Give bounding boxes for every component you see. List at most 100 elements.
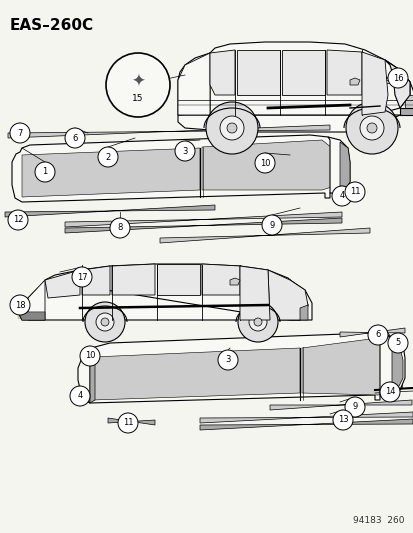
Circle shape (345, 102, 397, 154)
Polygon shape (5, 205, 214, 217)
Circle shape (118, 413, 138, 433)
Circle shape (219, 116, 243, 140)
Polygon shape (209, 50, 235, 95)
Polygon shape (361, 52, 387, 115)
Circle shape (106, 53, 170, 117)
Polygon shape (22, 148, 199, 197)
Polygon shape (202, 140, 337, 190)
Circle shape (206, 102, 257, 154)
Text: 11: 11 (349, 188, 359, 197)
Circle shape (65, 128, 85, 148)
Polygon shape (299, 305, 307, 320)
Polygon shape (391, 340, 402, 393)
Text: 11: 11 (122, 418, 133, 427)
Polygon shape (281, 50, 324, 95)
Circle shape (8, 210, 28, 230)
Text: 9: 9 (351, 402, 357, 411)
Text: 14: 14 (384, 387, 394, 397)
Text: 13: 13 (337, 416, 347, 424)
Text: 16: 16 (392, 74, 402, 83)
Polygon shape (240, 266, 269, 320)
Circle shape (175, 141, 195, 161)
Polygon shape (90, 350, 95, 403)
Polygon shape (12, 135, 344, 202)
Circle shape (70, 386, 90, 406)
Polygon shape (28, 280, 45, 320)
Circle shape (218, 350, 237, 370)
Polygon shape (45, 270, 80, 298)
Text: 9: 9 (269, 221, 274, 230)
Circle shape (248, 313, 266, 331)
Polygon shape (18, 268, 311, 320)
Polygon shape (404, 95, 413, 115)
Circle shape (254, 318, 261, 326)
Text: ✦: ✦ (131, 73, 145, 91)
Polygon shape (112, 264, 154, 295)
Circle shape (367, 325, 387, 345)
Circle shape (359, 116, 383, 140)
Polygon shape (80, 333, 402, 403)
Text: EAS–260C: EAS–260C (10, 18, 94, 33)
Polygon shape (159, 228, 369, 243)
Polygon shape (18, 312, 45, 320)
Circle shape (344, 397, 364, 417)
Circle shape (226, 123, 236, 133)
Polygon shape (65, 218, 341, 233)
Circle shape (379, 382, 399, 402)
Circle shape (366, 123, 376, 133)
Circle shape (10, 123, 30, 143)
Polygon shape (230, 278, 240, 285)
Text: 17: 17 (76, 272, 87, 281)
Text: 15: 15 (132, 93, 143, 102)
Text: 1: 1 (42, 167, 47, 176)
Polygon shape (236, 50, 279, 95)
Polygon shape (384, 60, 409, 108)
Text: 4: 4 (77, 392, 83, 400)
Text: 3: 3 (225, 356, 230, 365)
Circle shape (72, 267, 92, 287)
Polygon shape (108, 418, 154, 425)
Circle shape (85, 302, 125, 342)
Circle shape (387, 68, 407, 88)
Circle shape (261, 215, 281, 235)
Circle shape (10, 295, 30, 315)
Polygon shape (93, 348, 299, 400)
Circle shape (237, 302, 277, 342)
Text: 3: 3 (182, 147, 187, 156)
Text: 4: 4 (339, 191, 344, 200)
Text: 7: 7 (17, 128, 23, 138)
Polygon shape (339, 142, 349, 190)
Polygon shape (269, 400, 411, 410)
Text: 10: 10 (85, 351, 95, 360)
Polygon shape (199, 412, 412, 423)
Polygon shape (379, 335, 404, 396)
Polygon shape (267, 270, 307, 320)
Polygon shape (8, 125, 329, 138)
Circle shape (331, 186, 351, 206)
Polygon shape (326, 50, 361, 95)
Text: 6: 6 (72, 133, 78, 142)
Circle shape (101, 318, 109, 326)
Text: 6: 6 (375, 330, 380, 340)
Text: 5: 5 (394, 338, 400, 348)
Text: 10: 10 (259, 158, 270, 167)
Text: 12: 12 (13, 215, 23, 224)
Circle shape (35, 162, 55, 182)
Text: 18: 18 (14, 301, 25, 310)
Text: 8: 8 (117, 223, 122, 232)
Polygon shape (301, 338, 399, 395)
Polygon shape (209, 42, 409, 115)
Polygon shape (178, 95, 413, 132)
Circle shape (96, 313, 114, 331)
Polygon shape (202, 264, 240, 295)
Polygon shape (339, 328, 404, 337)
Polygon shape (82, 266, 110, 295)
Polygon shape (178, 53, 209, 115)
Polygon shape (45, 264, 307, 320)
Polygon shape (78, 352, 90, 403)
Circle shape (254, 153, 274, 173)
Circle shape (387, 333, 407, 353)
Polygon shape (399, 108, 413, 115)
Circle shape (332, 410, 352, 430)
Polygon shape (157, 264, 199, 295)
